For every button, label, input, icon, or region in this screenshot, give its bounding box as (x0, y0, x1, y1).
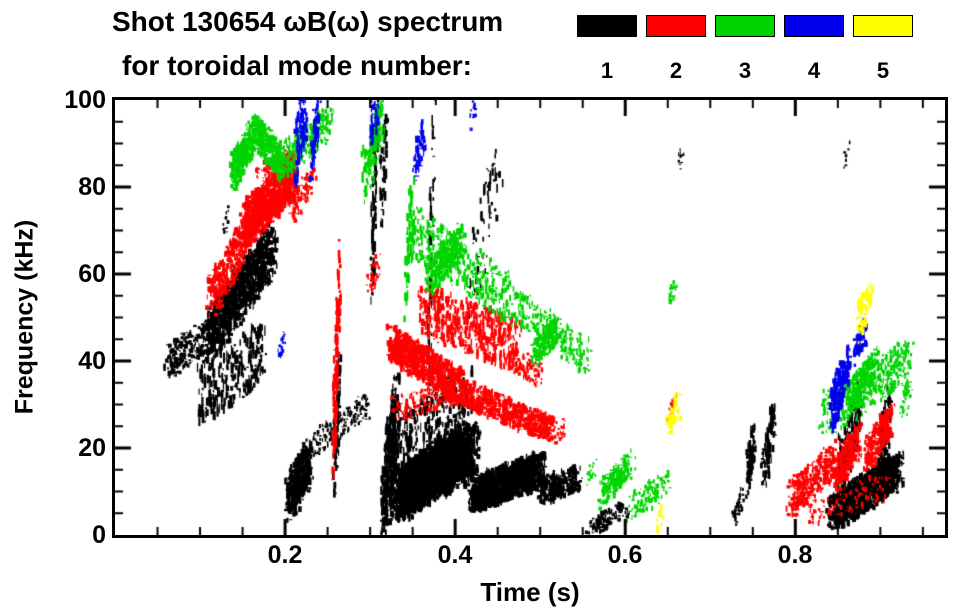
y-tick-label-80: 80 (78, 173, 106, 201)
legend-number-4: 4 (807, 58, 821, 83)
legend-swatch-mode-2 (646, 15, 706, 37)
x-tick-label-0.8: 0.8 (777, 541, 813, 569)
x-tick-label-0.2: 0.2 (267, 541, 303, 569)
y-tick-label-0: 0 (92, 521, 106, 549)
y-tick-label-20: 20 (78, 434, 106, 462)
legend-swatch-mode-4 (784, 15, 844, 37)
legend-swatches (577, 15, 913, 37)
y-tick-label-60: 60 (78, 260, 106, 288)
y-tick-label-100: 100 (64, 86, 106, 114)
legend-swatch-mode-5 (853, 15, 913, 37)
x-tick-label-0.4: 0.4 (437, 541, 473, 569)
y-tick-label-40: 40 (78, 347, 106, 375)
legend-numbers: 1 2 3 4 5 (577, 58, 913, 84)
legend-number-3: 3 (738, 58, 752, 83)
y-axis-title: Frequency (kHz) (10, 219, 39, 415)
legend-swatch-mode-1 (577, 15, 637, 37)
plot-area (112, 97, 948, 538)
legend-swatch-mode-3 (715, 15, 775, 37)
legend-number-2: 2 (669, 58, 683, 83)
legend-number-5: 5 (876, 58, 890, 83)
figure-title-line1: Shot 130654 ωB(ω) spectrum (112, 6, 504, 37)
legend-number-1: 1 (600, 58, 614, 83)
spectrogram-canvas (115, 100, 945, 535)
figure-title-line2: for toroidal mode number: (122, 50, 472, 81)
x-axis-title: Time (s) (480, 577, 580, 607)
x-tick-label-0.6: 0.6 (607, 541, 643, 569)
